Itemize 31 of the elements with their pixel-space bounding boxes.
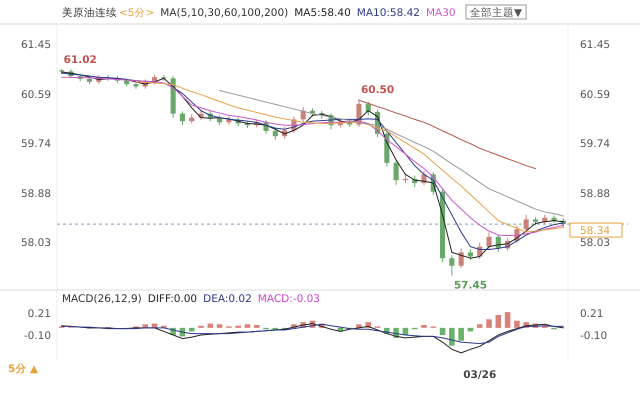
annotation: MACD(26,12,9) — [62, 293, 142, 305]
text: MA30 — [426, 7, 456, 19]
y2-tick-label: 0.21 — [580, 308, 604, 320]
y-tick-label: 61.45 — [20, 39, 51, 52]
text: 5分 ▲ — [8, 362, 39, 375]
text: DIFF:0.00 — [148, 293, 198, 305]
y-tick-label: 58.88 — [20, 188, 51, 200]
y2-tick-label: 59.74 — [580, 138, 610, 150]
y2-tick-label: 61.45 — [580, 39, 610, 52]
y-tick-label: -0.10 — [24, 330, 51, 342]
text: 全部主题▼ — [470, 6, 523, 19]
text: MA(5,10,30,60,100,200) — [160, 7, 288, 19]
ref-line-label: 58.34 — [580, 225, 610, 238]
y2-tick-label: -0.10 — [580, 330, 608, 342]
annotation: 61.02 — [64, 54, 97, 66]
y2-tick-label: 58.88 — [580, 188, 610, 200]
annotation: 60.50 — [360, 84, 394, 96]
text: 03/26 — [463, 369, 496, 381]
y-tick-label: 0.21 — [28, 308, 51, 320]
text: MA10:58.42 — [356, 7, 420, 19]
annotation: 57.45 — [454, 280, 488, 292]
text: DEA:0.02 — [203, 293, 252, 305]
annotation: MACD:-0.03 — [258, 293, 320, 305]
y2-tick-label: 58.03 — [580, 237, 610, 250]
y2-tick-label: 60.59 — [580, 88, 610, 101]
text: MA5:58.40 — [294, 7, 351, 19]
chart-subtitle: <5分> — [119, 7, 154, 19]
y-tick-label: 60.59 — [20, 88, 51, 101]
y-tick-label: 58.03 — [20, 237, 51, 250]
chart-title: 美原油连续 — [62, 6, 117, 19]
y-tick-label: 59.74 — [20, 138, 52, 150]
